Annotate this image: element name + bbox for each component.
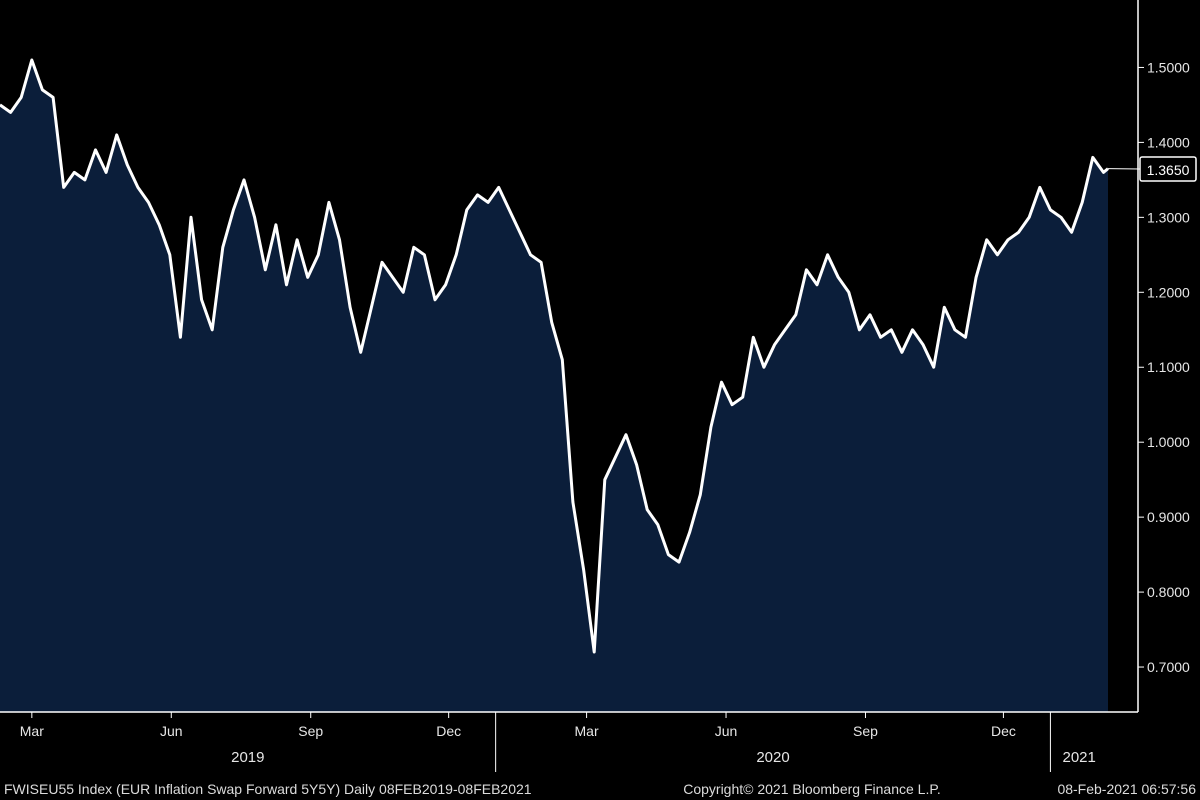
footer: FWISEU55 Index (EUR Inflation Swap Forwa…: [4, 781, 1196, 797]
y-tick-label: 1.2000: [1147, 284, 1190, 300]
x-tick-label: Mar: [20, 723, 44, 739]
year-label: 2019: [231, 749, 264, 766]
y-axis: 0.7000 0.8000 0.9000 1.0000 1.1000 1.2000 1.30…: [1137, 0, 1190, 712]
y-tick-label: 1.4000: [1147, 134, 1190, 150]
footer-timestamp: 08-Feb-2021 06:57:56: [1057, 781, 1196, 797]
x-tick-label: Jun: [160, 723, 183, 739]
y-tick-label: 1.0000: [1147, 434, 1190, 450]
x-tick-label: Jun: [715, 723, 738, 739]
year-label: 2021: [1063, 749, 1096, 766]
y-tick-label: 0.8000: [1147, 584, 1190, 600]
x-tick-label: Dec: [991, 723, 1016, 739]
x-tick-label: Sep: [853, 723, 878, 739]
y-tick-label: 0.7000: [1147, 659, 1190, 675]
x-axis: Mar Jun Sep Dec Mar Jun Sep Dec 2019 2020 2021: [0, 711, 1138, 772]
year-label: 2020: [756, 749, 789, 766]
series-line: [0, 58, 1109, 654]
last-value-badge: 1.3650: [1107, 156, 1197, 182]
x-tick-label: Sep: [298, 723, 323, 739]
footer-copyright: Copyright© 2021 Bloomberg Finance L.P.: [683, 781, 941, 797]
y-tick-label: 1.3000: [1147, 209, 1190, 225]
y-tick-label: 1.5000: [1147, 59, 1190, 75]
plot-area: [0, 58, 1109, 712]
x-tick-label: Dec: [436, 723, 461, 739]
series-area-fill: [0, 60, 1108, 712]
last-value-label: 1.3650: [1147, 162, 1190, 178]
x-tick-label: Mar: [575, 723, 599, 739]
y-tick-label: 0.9000: [1147, 509, 1190, 525]
footer-source: FWISEU55 Index (EUR Inflation Swap Forwa…: [4, 781, 532, 797]
y-tick-label: 1.1000: [1147, 359, 1190, 375]
